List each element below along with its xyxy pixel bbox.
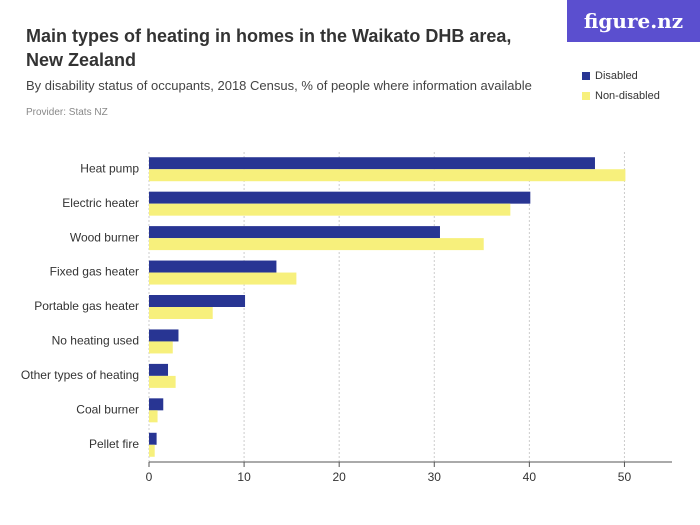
x-tick-label: 10: [237, 470, 251, 484]
y-tick-label: Fixed gas heater: [50, 265, 139, 279]
y-tick-label: Pellet fire: [89, 437, 139, 451]
bar: [149, 295, 246, 307]
chart-subtitle: By disability status of occupants, 2018 …: [26, 78, 532, 93]
bar: [149, 307, 213, 319]
bar: [149, 341, 173, 354]
legend-label: Non-disabled: [595, 90, 660, 102]
y-tick-label: Wood burner: [70, 230, 139, 244]
x-tick-label: 50: [618, 470, 632, 484]
bar: [149, 203, 511, 216]
chart-title: Main types of heating in homes in the Wa…: [26, 26, 512, 70]
x-tick-label: 0: [146, 470, 153, 484]
y-tick-label: Electric heater: [62, 196, 139, 210]
brand-logo[interactable]: figure.nz: [567, 0, 700, 42]
bar: [149, 329, 179, 342]
bar: [149, 272, 297, 285]
legend-label: Disabled: [595, 70, 638, 82]
bar: [149, 157, 595, 170]
x-tick-label: 40: [523, 470, 537, 484]
y-tick-label: Other types of heating: [21, 368, 139, 382]
bar: [149, 410, 158, 423]
bar: [149, 238, 484, 251]
bar: [149, 363, 169, 376]
bar: [149, 375, 176, 388]
legend-swatch: [582, 72, 590, 80]
y-tick-label: Coal burner: [76, 403, 139, 417]
provider: Provider: Stats NZ: [26, 107, 108, 118]
x-tick-label: 30: [428, 470, 442, 484]
bar: [149, 191, 531, 204]
bar: [149, 444, 155, 457]
x-tick-label: 20: [333, 470, 347, 484]
bar: [149, 260, 277, 273]
y-tick-label: No heating used: [52, 334, 139, 348]
legend-swatch: [582, 92, 590, 100]
bar: [149, 398, 164, 411]
bar: [149, 432, 157, 445]
bar: [149, 226, 440, 239]
bar: [149, 169, 626, 182]
y-tick-label: Portable gas heater: [34, 299, 139, 313]
y-tick-label: Heat pump: [80, 161, 139, 175]
